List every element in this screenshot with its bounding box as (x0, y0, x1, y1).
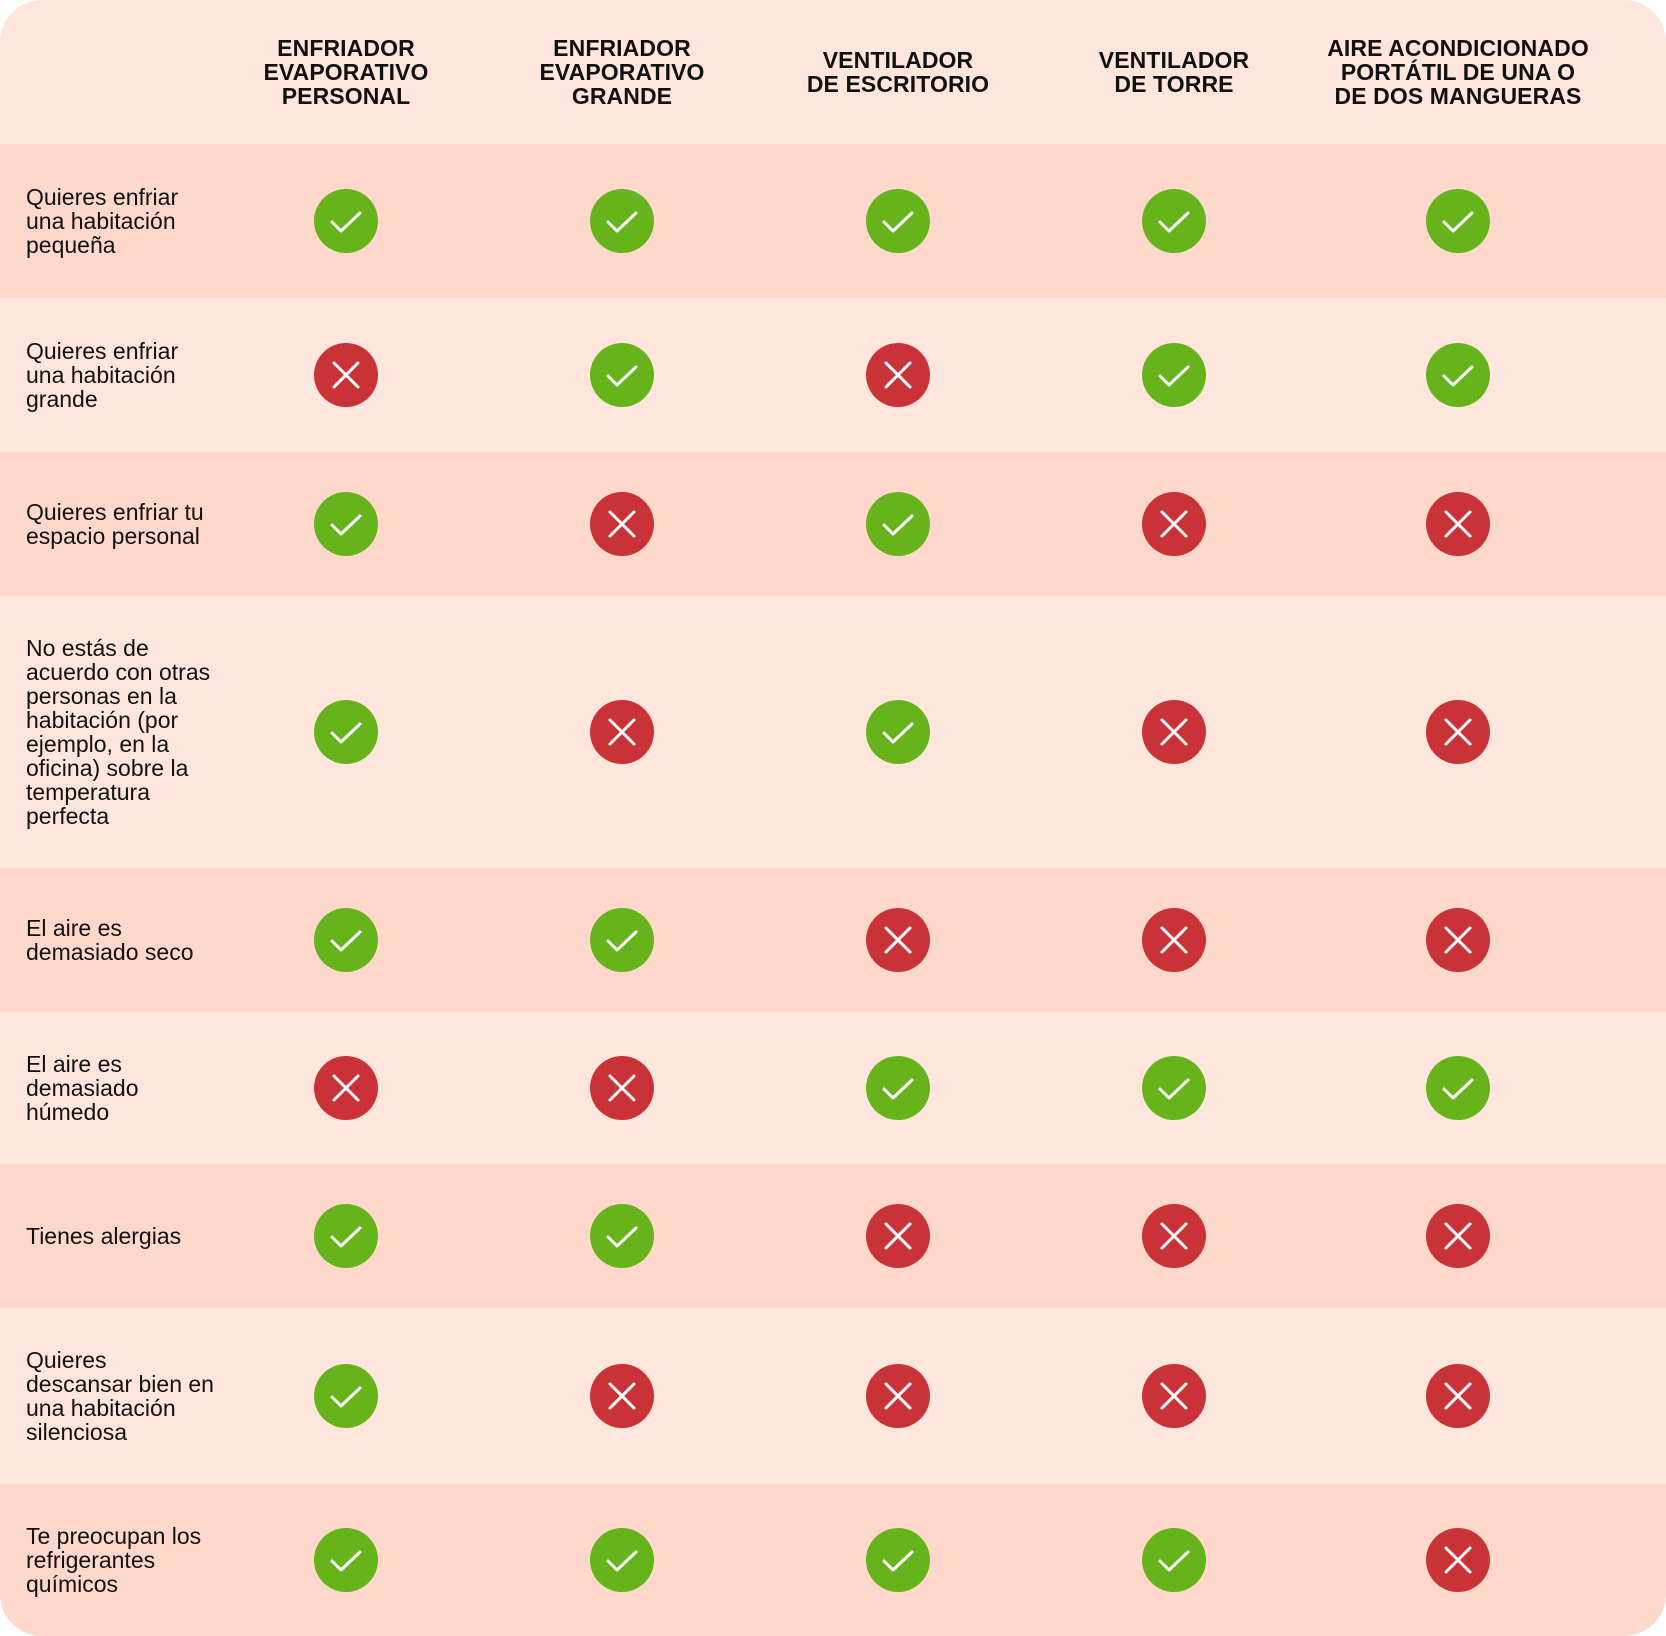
column-header: AIRE ACONDICIONADO PORTÁTIL DE UNA O DE … (1308, 0, 1608, 144)
column-header-text: AIRE ACONDICIONADO PORTÁTIL DE UNA O DE … (1327, 35, 1589, 109)
row-label: Quieres descansar bien en una habitación… (26, 1347, 214, 1445)
row-label: No estás de acuerdo con otras personas e… (26, 635, 211, 829)
cross-icon (1142, 1204, 1206, 1268)
column-header-text: ENFRIADOR EVAPORATIVO PERSONAL (263, 35, 429, 109)
column-header: VENTILADOR DE ESCRITORIO (778, 0, 1018, 144)
column-header-text: ENFRIADOR EVAPORATIVO GRANDE (539, 35, 705, 109)
check-icon (314, 492, 378, 556)
check-icon (314, 700, 378, 764)
check-icon (866, 1056, 930, 1120)
cross-icon (1426, 700, 1490, 764)
cross-icon (314, 1056, 378, 1120)
cross-icon (1426, 492, 1490, 556)
row-label: El aire es demasiado seco (26, 915, 194, 965)
check-icon (590, 1528, 654, 1592)
cross-icon (866, 908, 930, 972)
check-icon (1142, 343, 1206, 407)
check-icon (590, 908, 654, 972)
row-label: Tienes alergias (26, 1223, 182, 1249)
check-icon (1142, 189, 1206, 253)
cross-icon (590, 1056, 654, 1120)
check-icon (1426, 343, 1490, 407)
table-row: Te preocupan los refrigerantes químicos (0, 1484, 1666, 1636)
cross-icon (1426, 1364, 1490, 1428)
table-row: El aire es demasiado seco (0, 868, 1666, 1012)
cross-icon (1426, 1528, 1490, 1592)
table-row: No estás de acuerdo con otras personas e… (0, 596, 1666, 868)
table-row: Quieres enfriar una habitación pequeña (0, 144, 1666, 298)
column-header: ENFRIADOR EVAPORATIVO PERSONAL (226, 0, 466, 144)
table-row: Quieres descansar bien en una habitación… (0, 1308, 1666, 1484)
cross-icon (1142, 492, 1206, 556)
cross-icon (866, 1364, 930, 1428)
column-header-text: VENTILADOR DE TORRE (1098, 47, 1250, 97)
check-icon (314, 908, 378, 972)
cross-icon (590, 492, 654, 556)
column-header: VENTILADOR DE TORRE (1054, 0, 1294, 144)
cross-icon (1142, 700, 1206, 764)
check-icon (1426, 189, 1490, 253)
cross-icon (590, 1364, 654, 1428)
cross-icon (1426, 1204, 1490, 1268)
row-label: Te preocupan los refrigerantes químicos (26, 1523, 202, 1597)
check-icon (866, 492, 930, 556)
check-icon (866, 700, 930, 764)
row-label: Quieres enfriar tu espacio personal (26, 499, 204, 549)
check-icon (590, 189, 654, 253)
table-header: ENFRIADOR EVAPORATIVO PERSONAL ENFRIADOR… (0, 0, 1666, 144)
cross-icon (1142, 908, 1206, 972)
check-icon (314, 189, 378, 253)
check-icon (314, 1528, 378, 1592)
check-icon (866, 189, 930, 253)
row-label: El aire es demasiado húmedo (26, 1051, 139, 1125)
check-icon (1426, 1056, 1490, 1120)
cross-icon (1426, 908, 1490, 972)
cross-icon (866, 343, 930, 407)
check-icon (1142, 1056, 1206, 1120)
table-row: El aire es demasiado húmedo (0, 1012, 1666, 1164)
check-icon (590, 1204, 654, 1268)
table-row: Tienes alergias (0, 1164, 1666, 1308)
check-icon (314, 1364, 378, 1428)
cross-icon (1142, 1364, 1206, 1428)
table-row: Quieres enfriar una habitación grande (0, 298, 1666, 452)
row-label: Quieres enfriar una habitación grande (26, 338, 179, 412)
cross-icon (866, 1204, 930, 1268)
check-icon (866, 1528, 930, 1592)
cross-icon (590, 700, 654, 764)
table-row: Quieres enfriar tu espacio personal (0, 452, 1666, 596)
column-header: ENFRIADOR EVAPORATIVO GRANDE (502, 0, 742, 144)
check-icon (314, 1204, 378, 1268)
row-label: Quieres enfriar una habitación pequeña (26, 184, 179, 258)
column-header-text: VENTILADOR DE ESCRITORIO (806, 47, 990, 97)
check-icon (1142, 1528, 1206, 1592)
check-icon (590, 343, 654, 407)
cross-icon (314, 343, 378, 407)
